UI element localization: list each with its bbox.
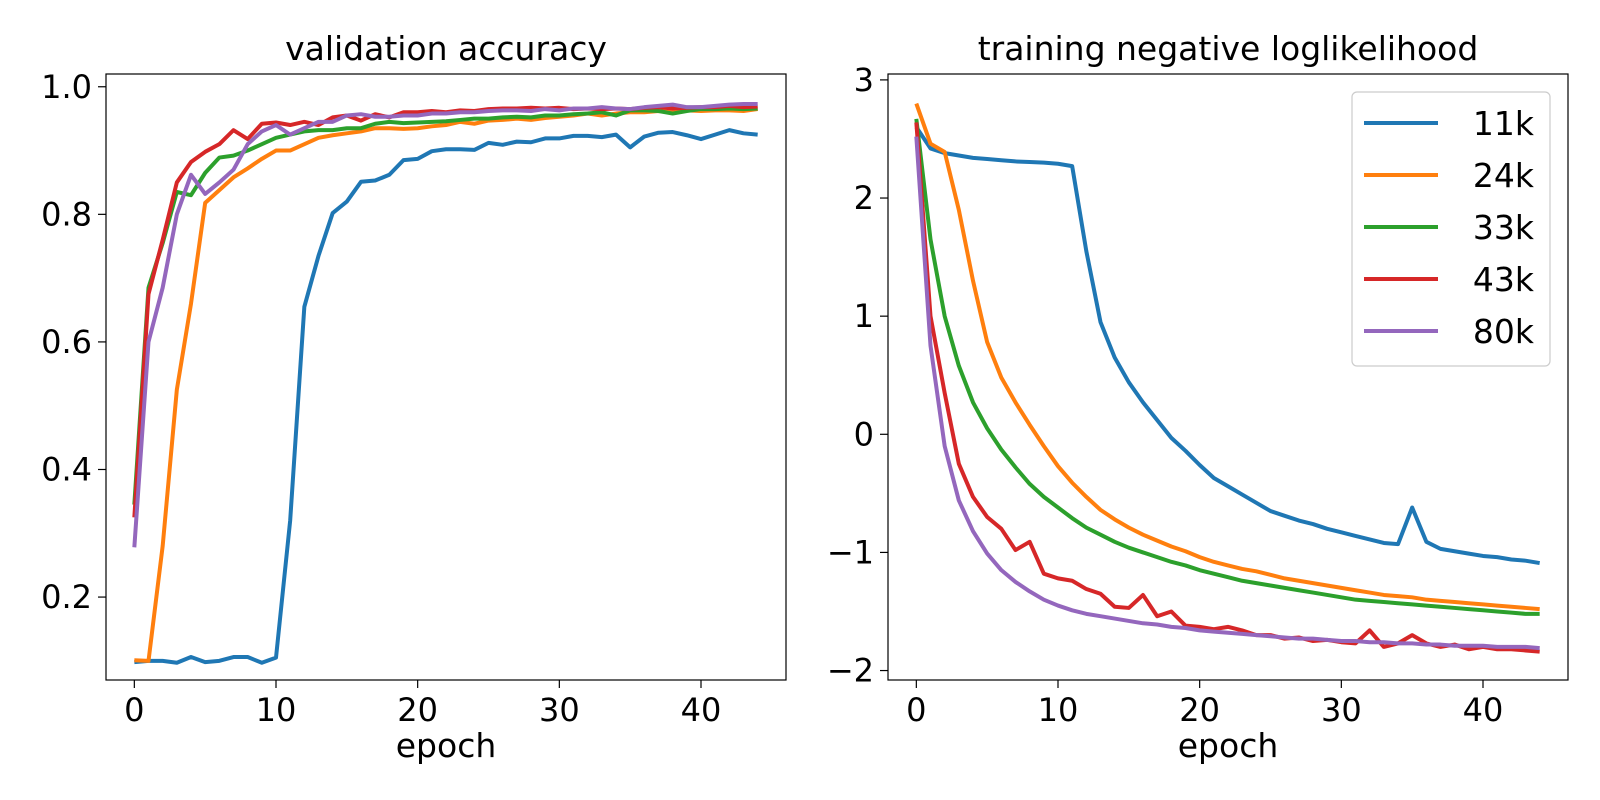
y-tick-label: −1 <box>827 533 874 571</box>
legend-label: 80k <box>1473 312 1535 351</box>
x-tick-label: 30 <box>539 691 580 729</box>
series-line-series-3 <box>132 106 758 505</box>
series-line-11k <box>914 126 1540 566</box>
series-line-series-1 <box>134 128 758 665</box>
y-tick-label: 0.4 <box>41 450 92 488</box>
legend: 11k 24k 33k 43k 80k <box>1351 91 1551 367</box>
y-tick-label: 1 <box>854 297 874 335</box>
y-tick-label: 2 <box>854 179 874 217</box>
series-line-series-2 <box>134 107 758 663</box>
y-tick-label: 0.2 <box>41 578 92 616</box>
x-axis-label: epoch <box>1178 726 1279 765</box>
x-tick-label: 30 <box>1321 691 1362 729</box>
series-group <box>914 102 1540 654</box>
chart-title: validation accuracy <box>285 29 607 68</box>
x-tick-label: 20 <box>1179 691 1220 729</box>
x-tick-label: 40 <box>681 691 722 729</box>
y-tick-label: 3 <box>854 61 874 99</box>
y-tick-label: −2 <box>827 652 874 690</box>
series-line-24k <box>914 102 1540 612</box>
x-tick-label: 10 <box>256 691 297 729</box>
x-tick-label: 20 <box>397 691 438 729</box>
y-tick-label: 0.8 <box>41 195 92 233</box>
series-line-80k <box>914 136 1540 651</box>
y-tick-label: 1.0 <box>41 68 92 106</box>
plot-frame <box>887 73 1569 681</box>
legend-label: 24k <box>1473 156 1535 195</box>
y-tick-label: 0 <box>854 415 874 453</box>
series-group <box>132 101 758 665</box>
legend-label: 33k <box>1473 208 1535 247</box>
x-tick-label: 0 <box>124 691 144 729</box>
x-axis-label: epoch <box>396 726 497 765</box>
chart-1: validation accuracy 0 10 20 30 40 0.2 0.4 0.6 0.8… <box>41 29 787 765</box>
legend-label: 43k <box>1473 260 1535 299</box>
plot-frame <box>105 73 787 681</box>
x-tick-label: 10 <box>1038 691 1079 729</box>
x-tick-label: 40 <box>1463 691 1504 729</box>
y-tick-label: 0.6 <box>41 323 92 361</box>
x-tick-label: 0 <box>906 691 926 729</box>
series-line-33k <box>914 118 1540 616</box>
legend-label: 11k <box>1473 104 1535 143</box>
series-line-series-5 <box>132 101 758 548</box>
series-line-series-4 <box>132 103 758 518</box>
legend-frame <box>1351 91 1551 367</box>
chart-title: training negative loglikelihood <box>978 29 1479 68</box>
